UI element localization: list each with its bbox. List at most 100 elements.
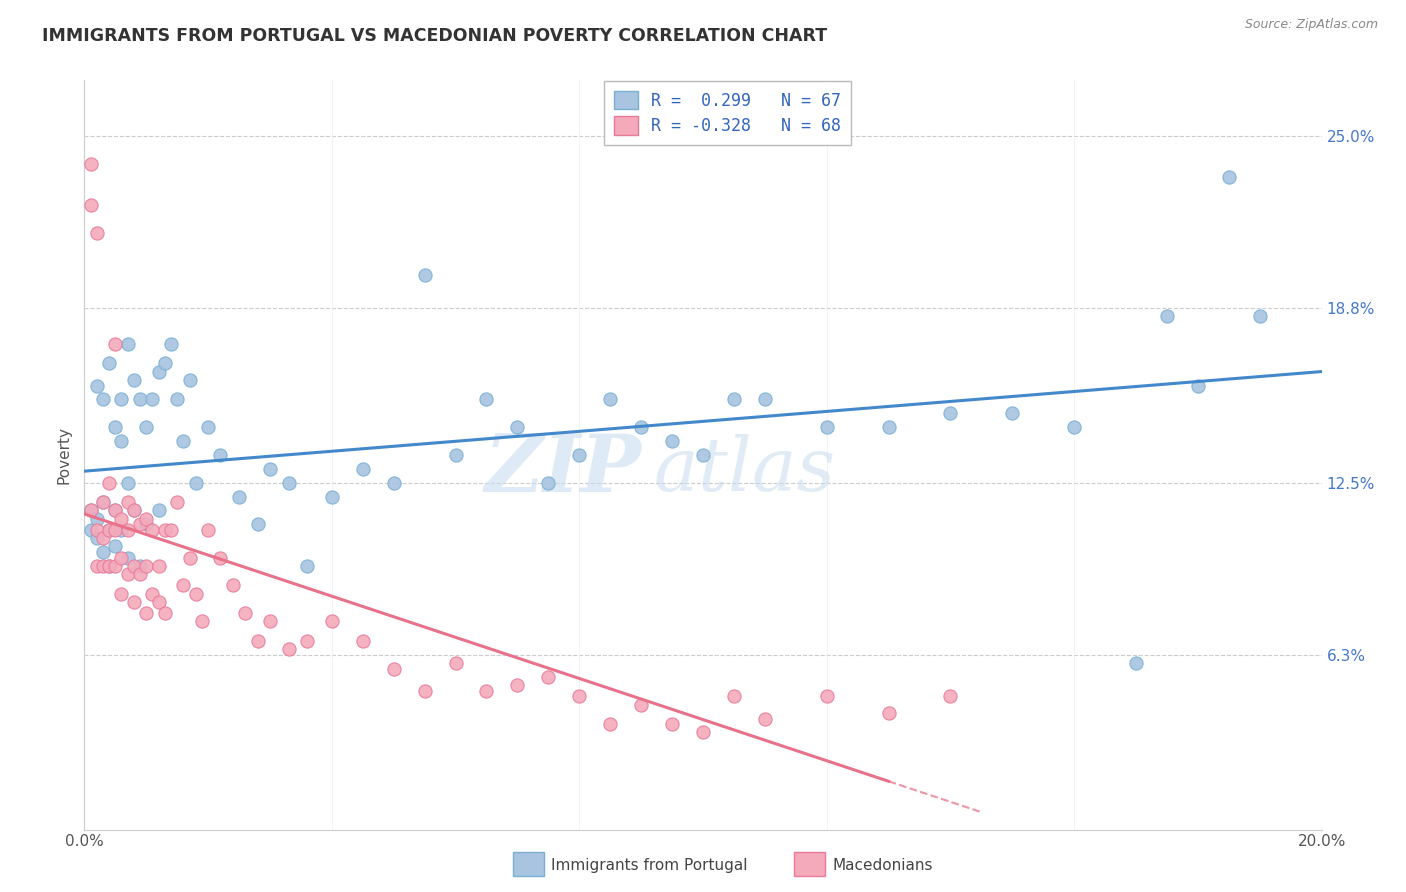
Point xyxy=(153,523,176,537)
Point xyxy=(277,475,299,490)
Point xyxy=(117,523,139,537)
Point xyxy=(160,337,183,351)
Point xyxy=(104,558,127,573)
Point xyxy=(599,717,621,731)
Point xyxy=(295,558,318,573)
Point xyxy=(160,523,183,537)
Point xyxy=(110,523,132,537)
Point xyxy=(79,503,101,517)
Point xyxy=(321,615,343,629)
Point xyxy=(172,434,194,448)
Text: Source: ZipAtlas.com: Source: ZipAtlas.com xyxy=(1244,18,1378,31)
Point xyxy=(79,503,101,517)
Point xyxy=(568,690,591,704)
Point xyxy=(754,392,776,407)
Point xyxy=(86,531,108,545)
Point xyxy=(86,226,108,240)
Point xyxy=(122,503,145,517)
Point xyxy=(104,503,127,517)
Point xyxy=(98,523,121,537)
Point xyxy=(209,448,232,462)
Point xyxy=(117,475,139,490)
Point xyxy=(117,550,139,565)
Bar xyxy=(794,852,825,876)
Point xyxy=(506,678,529,692)
Point xyxy=(129,392,152,407)
Point xyxy=(117,567,139,582)
Point xyxy=(110,392,132,407)
Point xyxy=(122,595,145,609)
Point xyxy=(259,462,281,476)
Point xyxy=(179,550,201,565)
Point xyxy=(692,725,714,739)
Point xyxy=(537,475,560,490)
Point xyxy=(246,633,269,648)
Point xyxy=(1187,378,1209,392)
Point xyxy=(117,495,139,509)
Point xyxy=(129,517,152,532)
Point xyxy=(104,420,127,434)
Point xyxy=(233,606,256,620)
Point xyxy=(104,523,127,537)
Point xyxy=(98,558,121,573)
Point xyxy=(79,523,101,537)
Point xyxy=(135,606,157,620)
Point xyxy=(723,690,745,704)
Point xyxy=(661,717,683,731)
Point xyxy=(148,365,170,379)
Point xyxy=(135,558,157,573)
Point xyxy=(228,490,250,504)
Point xyxy=(184,587,207,601)
Point xyxy=(86,523,108,537)
Point xyxy=(91,392,114,407)
Point xyxy=(1218,170,1240,185)
Point xyxy=(630,698,652,712)
Point xyxy=(815,690,838,704)
Text: IMMIGRANTS FROM PORTUGAL VS MACEDONIAN POVERTY CORRELATION CHART: IMMIGRANTS FROM PORTUGAL VS MACEDONIAN P… xyxy=(42,27,827,45)
Point xyxy=(939,690,962,704)
Point xyxy=(352,633,374,648)
Point xyxy=(104,540,127,554)
Text: atlas: atlas xyxy=(654,434,835,506)
Point xyxy=(184,475,207,490)
Point xyxy=(104,337,127,351)
Point xyxy=(166,392,188,407)
Point xyxy=(1063,420,1085,434)
Point xyxy=(259,615,281,629)
Point xyxy=(86,378,108,392)
Point xyxy=(222,578,245,592)
Point xyxy=(129,558,152,573)
Point xyxy=(568,448,591,462)
Point xyxy=(135,512,157,526)
Point xyxy=(661,434,683,448)
Point xyxy=(444,656,467,670)
Point xyxy=(197,420,219,434)
Point xyxy=(877,706,900,720)
Point xyxy=(277,642,299,657)
Point xyxy=(754,712,776,726)
Point xyxy=(246,517,269,532)
Point xyxy=(153,606,176,620)
Point xyxy=(723,392,745,407)
Text: ZIP: ZIP xyxy=(484,431,641,508)
Point xyxy=(86,512,108,526)
Point xyxy=(939,406,962,420)
Point xyxy=(98,558,121,573)
Point xyxy=(1156,309,1178,323)
Point xyxy=(179,373,201,387)
Point xyxy=(148,503,170,517)
Point xyxy=(166,495,188,509)
Point xyxy=(352,462,374,476)
Bar xyxy=(513,852,544,876)
Point xyxy=(1125,656,1147,670)
Point xyxy=(148,595,170,609)
Point xyxy=(98,523,121,537)
Point xyxy=(79,198,101,212)
Point xyxy=(506,420,529,434)
Text: Macedonians: Macedonians xyxy=(832,858,932,872)
Point xyxy=(141,587,163,601)
Point xyxy=(110,587,132,601)
Point xyxy=(122,558,145,573)
Point xyxy=(692,448,714,462)
Text: Immigrants from Portugal: Immigrants from Portugal xyxy=(551,858,748,872)
